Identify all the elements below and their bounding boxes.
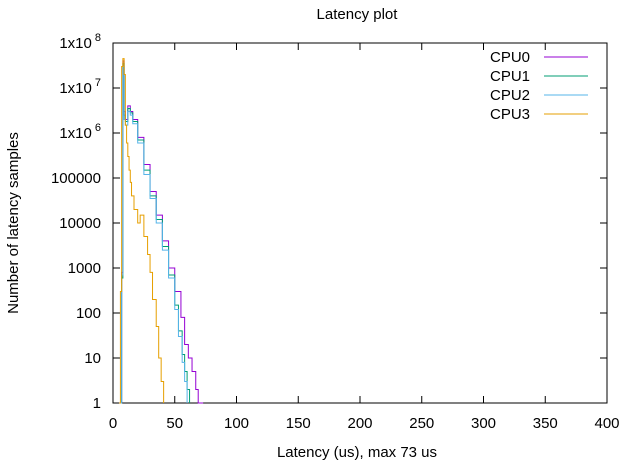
y-tick-label: 1000 xyxy=(68,260,101,277)
y-axis: 1 10 100 1000 10000 100000 1x10 6 1x10 7 1x10 8 xyxy=(51,32,607,412)
y-tick-label: 1x10 6 xyxy=(59,122,101,142)
x-tick-label: 50 xyxy=(166,415,183,432)
x-tick-label: 150 xyxy=(286,415,311,432)
x-tick-label: 0 xyxy=(109,415,117,432)
legend-label-cpu3: CPU3 xyxy=(490,106,530,123)
chart-title: Latency plot xyxy=(317,6,399,23)
y-axis-label: Number of latency samples xyxy=(5,132,22,314)
series-line-cpu2 xyxy=(120,66,188,404)
x-tick-label: 100 xyxy=(224,415,249,432)
y-tick-label: 100 xyxy=(76,305,101,322)
x-tick-label: 200 xyxy=(347,415,372,432)
series-line-cpu3 xyxy=(119,58,165,404)
x-tick-label: 350 xyxy=(533,415,558,432)
legend-label-cpu1: CPU1 xyxy=(490,68,530,85)
x-tick-label: 300 xyxy=(471,415,496,432)
legend-label-cpu0: CPU0 xyxy=(490,49,530,66)
y-tick-label: 10 xyxy=(84,350,101,367)
legend-label-cpu2: CPU2 xyxy=(490,87,530,104)
x-axis-label: Latency (us), max 73 us xyxy=(277,444,437,461)
x-axis: 0 50 100 150 200 250 300 350 400 xyxy=(109,43,620,432)
y-tick-label: 100000 xyxy=(51,170,101,187)
y-tick-label: 1x10 7 xyxy=(59,77,101,97)
x-tick-label: 400 xyxy=(594,415,619,432)
y-tick-label: 1 xyxy=(93,395,101,412)
x-tick-label: 250 xyxy=(409,415,434,432)
y-tick-label: 1x10 8 xyxy=(59,32,101,52)
series-lines xyxy=(119,58,204,404)
plot-frame xyxy=(112,42,608,404)
series-line-cpu0 xyxy=(120,60,204,404)
y-tick-label: 10000 xyxy=(59,215,101,232)
legend: CPU0 CPU1 CPU2 CPU3 xyxy=(490,49,588,123)
